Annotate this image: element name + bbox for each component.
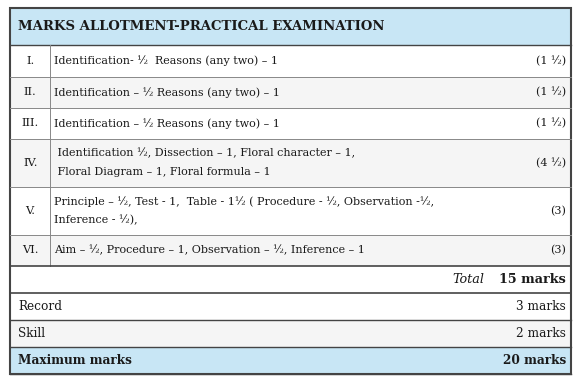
Text: Identification ½, Dissection – 1, Floral character – 1,: Identification ½, Dissection – 1, Floral…: [55, 148, 356, 159]
Text: (3): (3): [550, 245, 566, 256]
Text: (1 ½): (1 ½): [536, 87, 566, 97]
Text: Inference - ½),: Inference - ½),: [55, 215, 138, 226]
Text: Skill: Skill: [18, 327, 45, 340]
Text: 3 marks: 3 marks: [517, 300, 566, 313]
Text: (3): (3): [550, 206, 566, 216]
Text: V.: V.: [25, 206, 35, 216]
Text: Principle – ½, Test - 1,  Table - 1½ ( Procedure - ½, Observation -½,: Principle – ½, Test - 1, Table - 1½ ( Pr…: [55, 196, 435, 207]
Text: (4 ½): (4 ½): [536, 158, 566, 168]
Text: Floral Diagram – 1, Floral formula – 1: Floral Diagram – 1, Floral formula – 1: [55, 167, 271, 178]
Text: Aim – ½, Procedure – 1, Observation – ½, Inference – 1: Aim – ½, Procedure – 1, Observation – ½,…: [55, 245, 365, 256]
Bar: [10, 320, 571, 347]
Bar: [10, 108, 571, 139]
Bar: [10, 293, 571, 320]
Bar: [10, 139, 571, 187]
Bar: [10, 266, 571, 293]
Text: Identification – ½ Reasons (any two) – 1: Identification – ½ Reasons (any two) – 1: [55, 118, 280, 129]
Text: III.: III.: [21, 118, 39, 128]
Text: I.: I.: [26, 56, 34, 66]
Text: Identification- ½  Reasons (any two) – 1: Identification- ½ Reasons (any two) – 1: [55, 56, 278, 66]
Text: (1 ½): (1 ½): [536, 56, 566, 66]
Text: II.: II.: [24, 87, 37, 97]
Text: Maximum marks: Maximum marks: [18, 354, 132, 367]
Bar: [10, 8, 571, 45]
Text: 2 marks: 2 marks: [516, 327, 566, 340]
Text: MARKS ALLOTMENT-PRACTICAL EXAMINATION: MARKS ALLOTMENT-PRACTICAL EXAMINATION: [18, 20, 385, 33]
Text: 20 marks: 20 marks: [503, 354, 566, 367]
Bar: [10, 347, 571, 374]
Text: IV.: IV.: [23, 158, 37, 168]
Bar: [10, 187, 571, 235]
Text: (1 ½): (1 ½): [536, 118, 566, 129]
Text: Record: Record: [18, 300, 62, 313]
Text: VI.: VI.: [22, 245, 38, 255]
Bar: [10, 235, 571, 266]
Bar: [10, 45, 571, 77]
Text: Identification – ½ Reasons (any two) – 1: Identification – ½ Reasons (any two) – 1: [55, 87, 280, 98]
Bar: [10, 77, 571, 108]
Text: 15 marks: 15 marks: [499, 273, 566, 286]
Text: Total: Total: [453, 273, 485, 286]
